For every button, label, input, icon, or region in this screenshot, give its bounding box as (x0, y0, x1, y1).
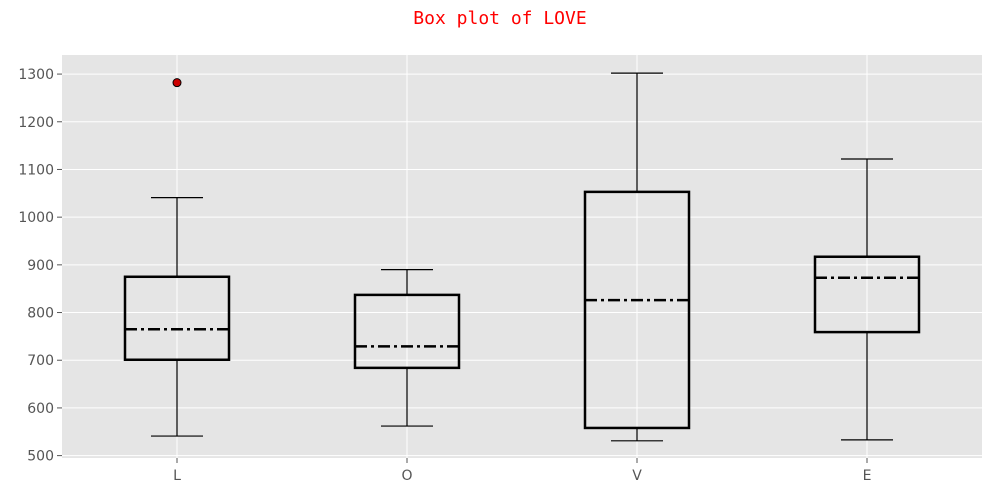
box-group-v (583, 72, 691, 442)
chart-title: Box plot of LOVE (413, 8, 586, 29)
x-tick-label: L (173, 468, 181, 484)
y-tick-label: 1000 (18, 210, 54, 226)
x-tick-label: O (401, 468, 412, 484)
box-rect (353, 293, 461, 370)
box-group-o (353, 269, 461, 427)
box-rect (813, 255, 921, 334)
box-group-e (813, 158, 921, 441)
y-tick-label: 600 (27, 401, 54, 417)
y-tick-label: 900 (27, 258, 54, 274)
y-tick-label: 500 (27, 449, 54, 465)
boxes-layer (123, 72, 921, 442)
x-tick-label: E (863, 468, 872, 484)
box-rect (123, 275, 231, 362)
y-tick-label: 800 (27, 306, 54, 322)
box-group-l (123, 78, 231, 437)
y-tick-label: 1300 (18, 67, 54, 83)
y-tick-label: 700 (27, 353, 54, 369)
box-rect (583, 190, 691, 430)
y-tick-label: 1200 (18, 115, 54, 131)
x-tick-label: V (632, 468, 642, 484)
y-axis: 500 600 700 800 900 1000 1100 1200 1300 (18, 67, 62, 465)
y-tick-label: 1100 (18, 162, 54, 178)
outlier-point (172, 78, 182, 88)
